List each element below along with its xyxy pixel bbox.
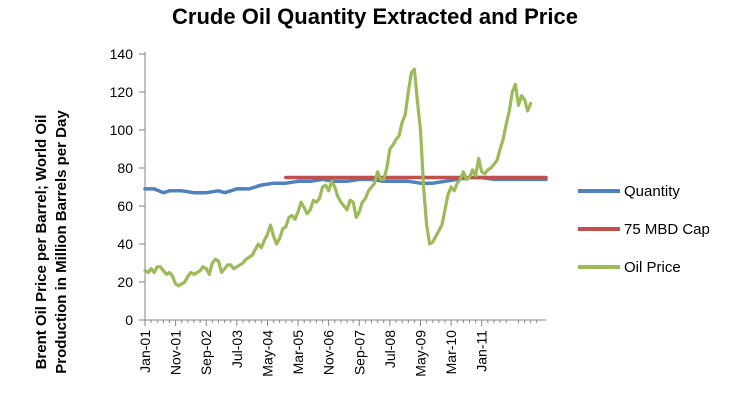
y-tick-label: 60 — [117, 198, 133, 214]
x-tick-label: Nov-06 — [321, 330, 337, 375]
series-line-quantity — [143, 175, 548, 195]
x-tick-label: Sep-02 — [198, 330, 214, 375]
x-tick-label: Jul-03 — [229, 330, 245, 368]
y-tick-label: 100 — [110, 122, 134, 138]
y-tick-label: 20 — [117, 274, 133, 290]
x-tick-label: Jul-08 — [382, 330, 398, 368]
y-tick-label: 80 — [117, 160, 133, 176]
legend-label: 75 MBD Cap — [624, 221, 710, 238]
chart-svg: 0 20 40 60 80 100 120 140 Jan-01 Nov-01 Sep-02 Jul-… — [110, 46, 710, 377]
series-line-oil-price — [143, 67, 533, 288]
chart-title: Crude Oil Quantity Extracted and Price — [172, 4, 578, 29]
y-tick-label: 0 — [125, 312, 133, 328]
x-tick-label: May-09 — [412, 330, 428, 377]
x-tick-label: Jan-01 — [137, 330, 153, 373]
y-tick-label: 140 — [110, 46, 134, 62]
x-tick-label: May-04 — [259, 330, 275, 377]
legend-label: Quantity — [624, 183, 680, 200]
x-tick-label: Jan-11 — [474, 330, 490, 372]
y-tick-label: 40 — [117, 236, 133, 252]
x-tick-label: Nov-01 — [168, 330, 184, 375]
x-tick-label: Mar-05 — [290, 330, 306, 375]
x-tick-label: Mar-10 — [443, 330, 459, 375]
chart: Crude Oil Quantity Extracted and Price B… — [33, 4, 710, 377]
y-tick-label: 120 — [110, 84, 134, 100]
legend-label: Oil Price — [624, 259, 681, 276]
x-tick-label: Sep-07 — [351, 330, 367, 375]
